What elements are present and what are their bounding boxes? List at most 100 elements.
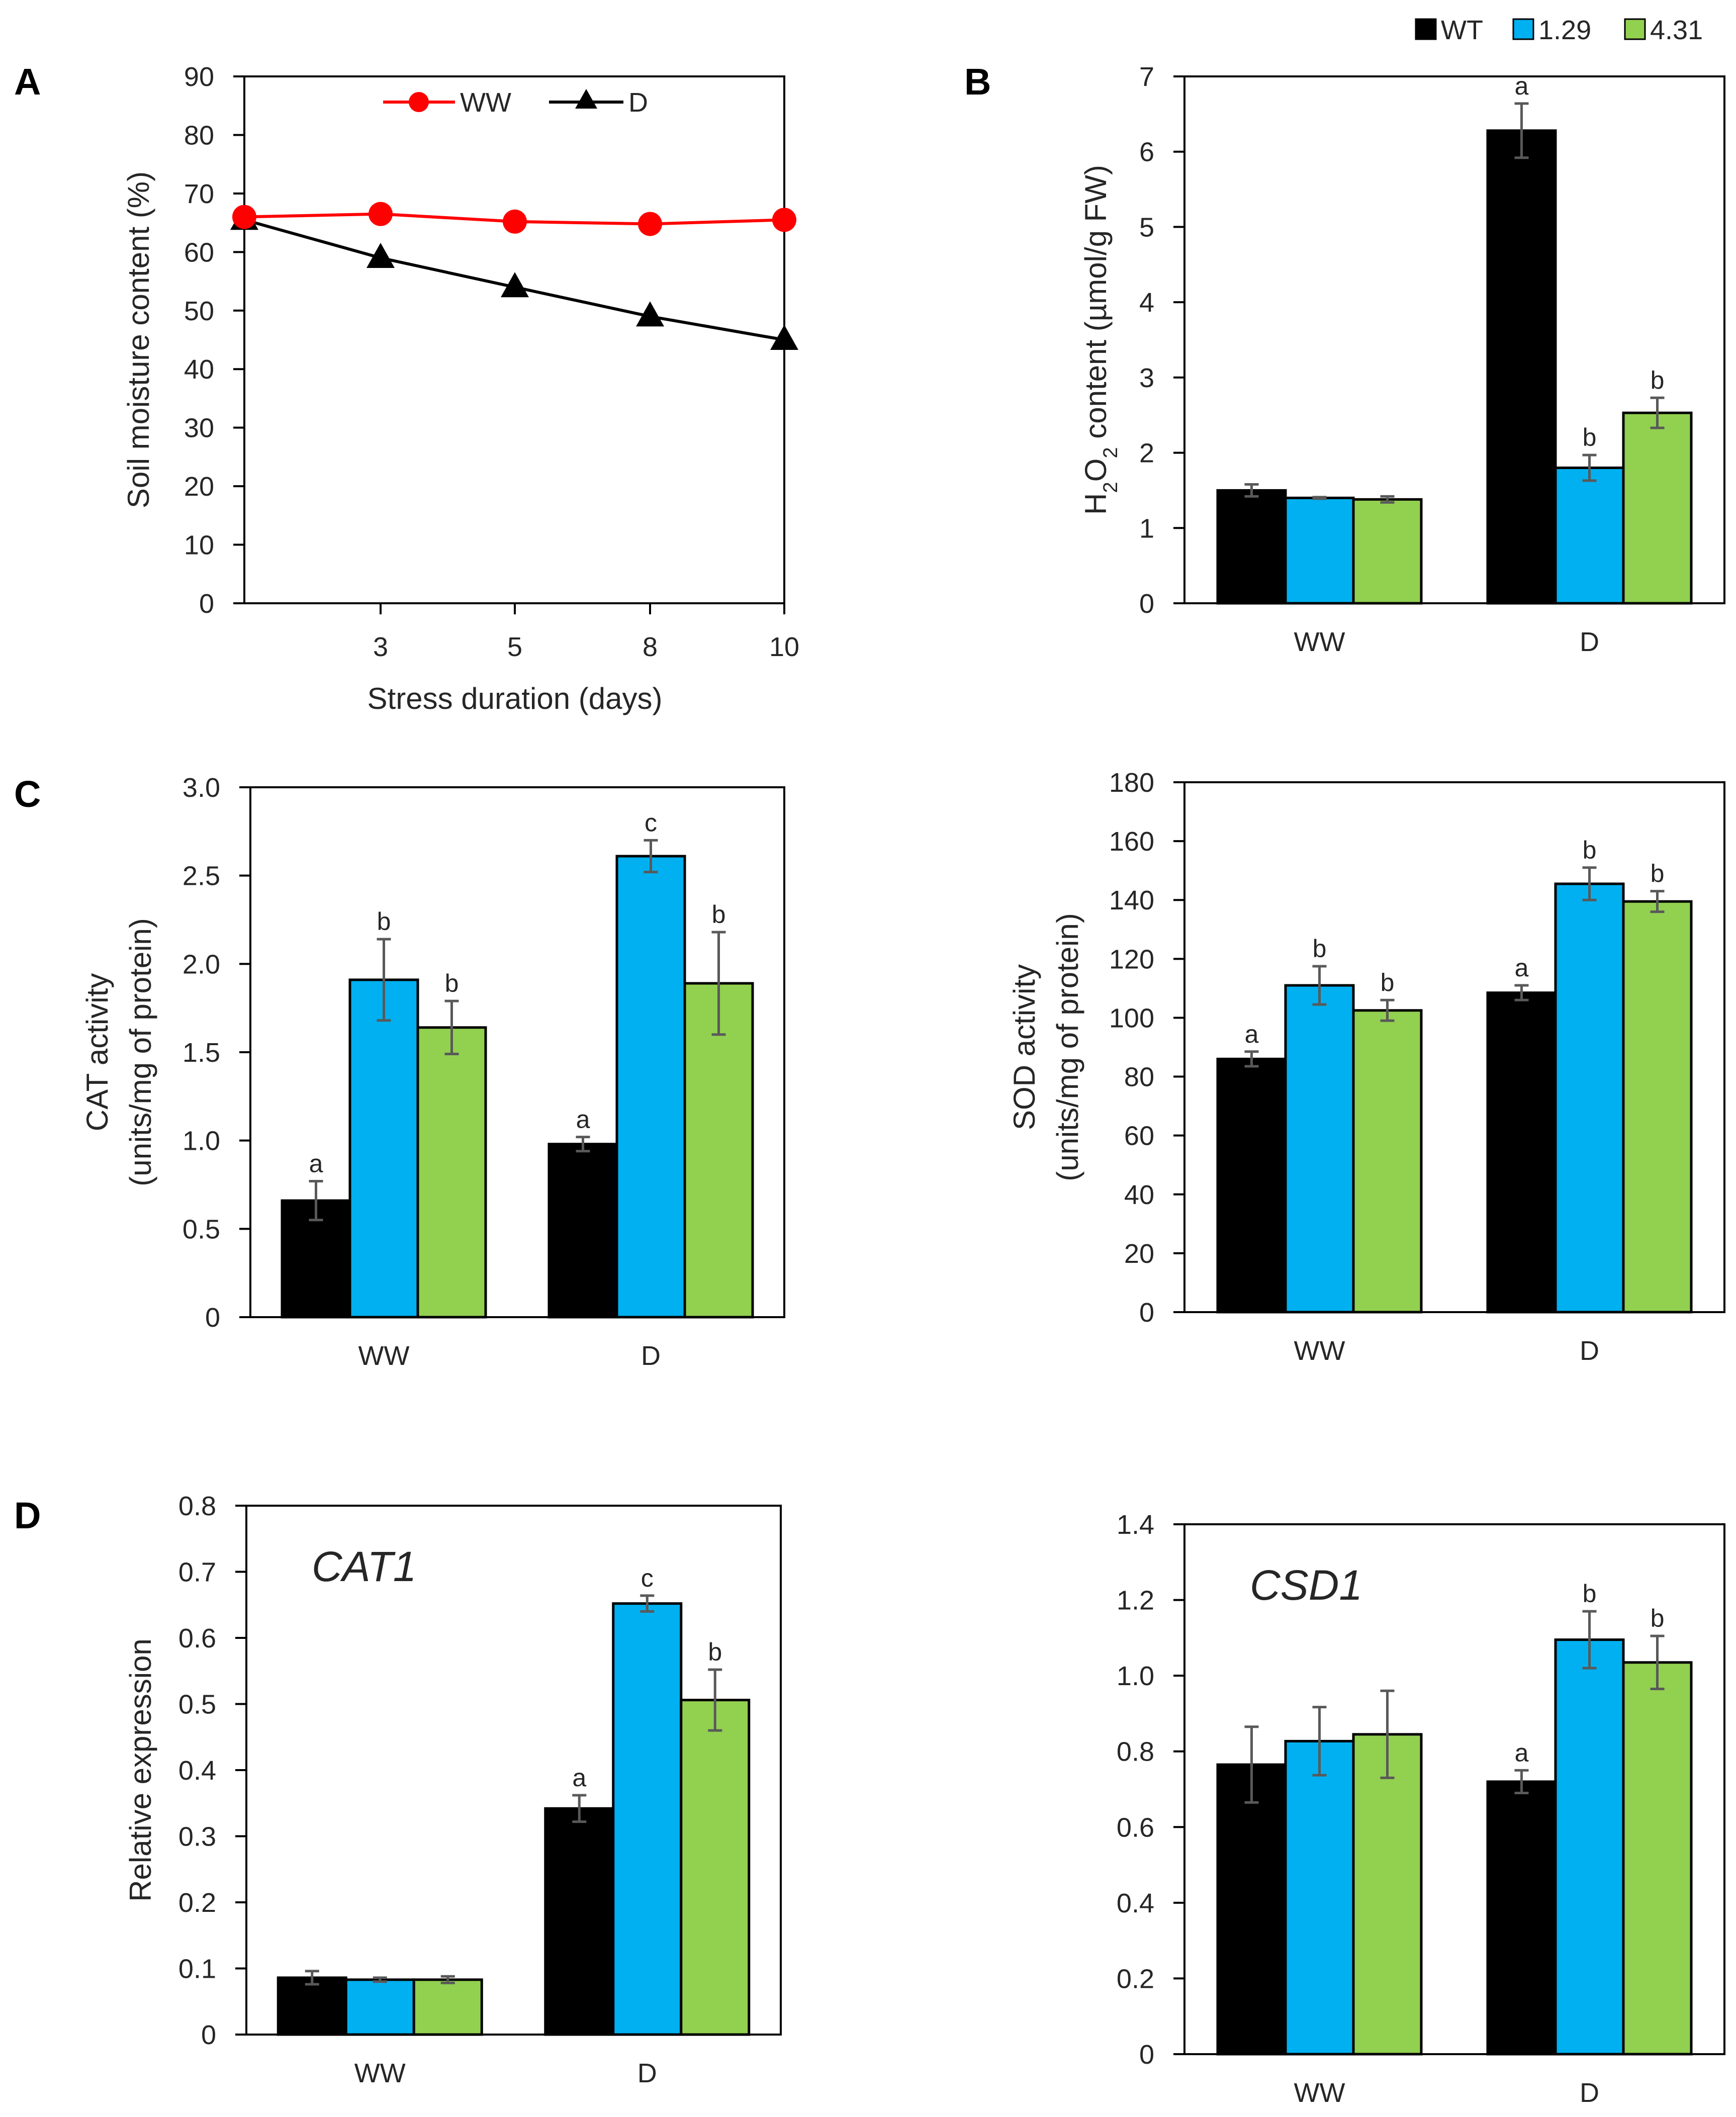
significance-label: b bbox=[712, 900, 726, 929]
y-tick-label: 2 bbox=[1139, 438, 1154, 469]
gene-title: CSD1 bbox=[1250, 1561, 1362, 1609]
y-tick-label: 0.6 bbox=[1117, 1812, 1154, 1843]
significance-label: b bbox=[1651, 1604, 1665, 1632]
y-tick-label: 0 bbox=[1139, 1298, 1154, 1328]
bar bbox=[1284, 496, 1355, 605]
y-tick-label: 6 bbox=[1139, 137, 1154, 167]
y-axis-title-line2: (units/mg of protein) bbox=[1051, 913, 1084, 1181]
y-tick-label: 0.3 bbox=[178, 1822, 216, 1852]
significance-label: b bbox=[1651, 860, 1665, 888]
x-category-label: D bbox=[1580, 2078, 1599, 2108]
x-tick-label: 3 bbox=[373, 632, 388, 662]
y-tick-label: 1.0 bbox=[1117, 1661, 1154, 1691]
bar bbox=[277, 1976, 347, 2036]
bar bbox=[1486, 991, 1557, 1314]
significance-label: a bbox=[1515, 1738, 1529, 1767]
bar bbox=[683, 982, 754, 1319]
bar bbox=[1216, 1057, 1287, 1314]
y-tick-label: 90 bbox=[184, 62, 214, 92]
bar bbox=[1352, 498, 1423, 605]
x-category-label: D bbox=[1580, 627, 1599, 657]
y-tick-label: 0.2 bbox=[178, 1888, 216, 1918]
significance-label: c bbox=[645, 808, 657, 837]
chart-d-csd1-expression: 0 0.2 0.4 0.6 0.8 1.0 1.2 1.4 WW Da b b CSD1 bbox=[1117, 1510, 1725, 2108]
bar bbox=[1622, 1661, 1693, 2056]
chart-c-sod-activity: 0 20 40 60 80 100 120 140 160 180 WW a b b Da b b SOD act… bbox=[1008, 768, 1725, 1366]
significance-label: b bbox=[1381, 968, 1395, 996]
y-tick-label: 10 bbox=[184, 530, 214, 561]
bar bbox=[1622, 411, 1693, 605]
significance-label: b bbox=[1583, 1580, 1597, 1608]
x-category-label: D bbox=[641, 1341, 661, 1371]
legend: WT 1.29 4.31 bbox=[1415, 15, 1703, 45]
y-tick-label: 50 bbox=[184, 296, 214, 326]
y-tick-label: 20 bbox=[1124, 1239, 1154, 1269]
y-tick-label: 1.5 bbox=[182, 1038, 220, 1068]
y-tick-label: 20 bbox=[184, 472, 214, 502]
y-tick-label: 160 bbox=[1109, 826, 1154, 857]
y-axis-title-line1: CAT activity bbox=[80, 973, 114, 1132]
y-tick-label: 4 bbox=[1139, 288, 1154, 318]
x-category-label: D bbox=[1580, 1336, 1599, 1366]
significance-label: a bbox=[1515, 954, 1529, 982]
legend-swatch-129 bbox=[1512, 18, 1534, 40]
y-tick-label: 1.0 bbox=[182, 1126, 220, 1156]
significance-label: b bbox=[708, 1638, 722, 1666]
point-ww bbox=[772, 208, 796, 232]
bar bbox=[1216, 1763, 1287, 2056]
legend-label-ww: WW bbox=[460, 87, 511, 118]
y-tick-label: 0.8 bbox=[178, 1491, 216, 1521]
significance-label: b bbox=[1583, 836, 1597, 864]
bar bbox=[1554, 467, 1625, 605]
y-tick-label: 0 bbox=[1139, 589, 1154, 619]
point-d bbox=[367, 242, 395, 268]
chart-c-cat-activity: 0 0.5 1.0 1.5 2.0 2.5 3.0 WW a b b Da c b CAT activity… bbox=[80, 773, 785, 1371]
plot-frame bbox=[1183, 781, 1725, 1313]
significance-label: b bbox=[377, 907, 391, 936]
y-tick-label: 70 bbox=[184, 179, 214, 209]
y-tick-label: 180 bbox=[1109, 768, 1154, 798]
y-tick-label: 5 bbox=[1139, 212, 1154, 242]
legend-label-d: D bbox=[628, 87, 648, 118]
bar bbox=[1284, 1739, 1355, 2056]
y-tick-label: 3 bbox=[1139, 363, 1154, 393]
bar bbox=[1352, 1733, 1423, 2056]
y-tick-label: 0.5 bbox=[178, 1690, 216, 1720]
legend-label-431: 4.31 bbox=[1650, 15, 1703, 45]
bar bbox=[544, 1807, 615, 2036]
point-d bbox=[770, 325, 798, 350]
y-tick-label: 140 bbox=[1109, 885, 1154, 915]
y-tick-label: 40 bbox=[1124, 1180, 1154, 1210]
y-tick-label: 0 bbox=[1139, 2040, 1154, 2070]
bar bbox=[1352, 1009, 1423, 1314]
y-tick-label: 0.4 bbox=[1117, 1888, 1154, 1918]
y-tick-label: 1.4 bbox=[1117, 1510, 1154, 1540]
bar bbox=[348, 978, 419, 1319]
y-tick-label: 2.5 bbox=[182, 861, 220, 891]
point-ww bbox=[232, 205, 256, 229]
x-category-label: WW bbox=[1294, 1336, 1345, 1366]
panel-letter-b: B bbox=[964, 61, 991, 103]
y-tick-label: 0.5 bbox=[182, 1214, 220, 1244]
y-axis-title: Soil moisture content (%) bbox=[122, 171, 155, 508]
bar bbox=[1486, 1780, 1557, 2056]
legend-label-129: 1.29 bbox=[1538, 15, 1591, 45]
legend-marker-ww bbox=[409, 92, 429, 112]
plot-frame bbox=[1183, 75, 1725, 604]
bar bbox=[412, 1978, 483, 2036]
x-category-label: WW bbox=[354, 2058, 406, 2088]
bar bbox=[344, 1978, 415, 2036]
significance-label: b bbox=[445, 969, 459, 997]
panel-letter-a: A bbox=[14, 61, 41, 103]
y-tick-label: 7 bbox=[1139, 62, 1154, 92]
y-tick-label: 60 bbox=[184, 237, 214, 267]
y-tick-label: 0.7 bbox=[178, 1557, 216, 1588]
y-axis-title-part: content (µmol/g FW) bbox=[1079, 165, 1113, 447]
bar bbox=[1216, 489, 1287, 605]
significance-label: a bbox=[1515, 72, 1529, 100]
legend-swatch-431 bbox=[1624, 18, 1646, 40]
y-tick-label: 80 bbox=[184, 120, 214, 150]
x-tick-label: 5 bbox=[507, 632, 522, 662]
